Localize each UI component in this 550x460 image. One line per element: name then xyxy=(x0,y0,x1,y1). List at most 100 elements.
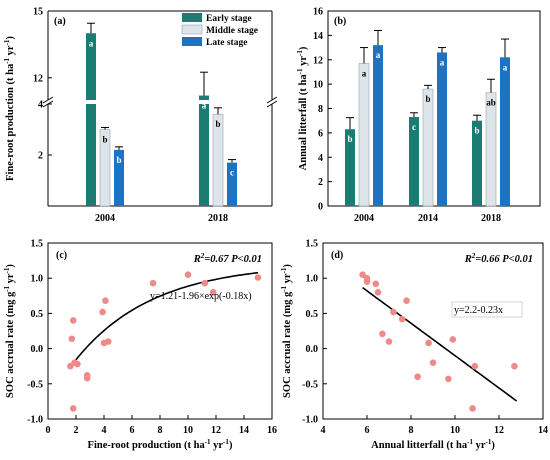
data-point xyxy=(99,308,106,316)
legend-swatch xyxy=(181,24,203,35)
y-axis-title: Annual litterfall (t ha-1 yr-1) xyxy=(296,46,309,170)
x-tick-label: 2018 xyxy=(208,213,228,224)
x-axis-title: Annual litterfall (t ha-1 yr-1) xyxy=(371,438,495,451)
significance-label: c xyxy=(412,122,416,132)
significance-label: b xyxy=(425,94,430,104)
y-axis-title: Fine-root production (t ha-1 yr-1) xyxy=(3,36,16,181)
y-tick-label: 12 xyxy=(313,55,323,66)
bar xyxy=(472,120,482,206)
significance-label: a xyxy=(362,68,367,78)
data-point xyxy=(429,359,437,366)
data-point xyxy=(363,274,371,282)
y-axis-title: SOC accrual rate (mg g-1 yr-1) xyxy=(3,264,16,398)
x-tick-label: 6 xyxy=(365,425,370,436)
bar xyxy=(227,162,237,206)
x-tick-label: 0 xyxy=(46,425,51,436)
stat-label: R2=0.67 P<0.01 xyxy=(193,252,262,265)
x-tick-label: 12 xyxy=(211,425,221,436)
y-tick-label: 2 xyxy=(318,177,323,188)
significance-label: c xyxy=(230,168,234,178)
bar xyxy=(485,92,497,207)
data-point xyxy=(390,308,397,316)
data-point xyxy=(403,297,410,305)
x-tick-label: 12 xyxy=(494,425,504,436)
data-point xyxy=(379,330,386,338)
x-tick-label: 10 xyxy=(183,425,193,436)
panel-d: 4 6 8 10 12 14 -1.0 -0.5 0.0 0.5 1.0 1.5 Annual litt… xyxy=(280,239,548,452)
data-point xyxy=(425,339,432,347)
data-point xyxy=(68,335,76,343)
y-tick-label: -0.5 xyxy=(302,379,318,390)
data-point xyxy=(83,374,91,382)
y-tick-label: 12 xyxy=(33,73,43,84)
significance-label: a xyxy=(89,38,94,48)
bar xyxy=(422,88,434,207)
y-tick-label: 0.5 xyxy=(31,309,44,320)
panel-c: 0 2 4 6 8 10 12 14 16 -1.0 -0.5 0.0 0.5 1.0 1.5 Fine-ro… xyxy=(3,239,277,452)
axis-break-mark xyxy=(266,100,278,108)
y-tick-label: 1.5 xyxy=(31,239,44,250)
significance-label: b xyxy=(347,134,352,144)
y-tick-label: 1.5 xyxy=(306,239,319,250)
x-tick-label: 2018 xyxy=(481,213,501,224)
x-tick-label: 4 xyxy=(102,425,107,436)
plot-frame xyxy=(47,242,273,420)
panel-label: (c) xyxy=(56,250,67,261)
bar xyxy=(409,117,419,206)
y-tick-label: 15 xyxy=(33,7,43,18)
y-tick-label: 8 xyxy=(318,104,323,115)
data-point xyxy=(209,288,217,296)
legend-swatch xyxy=(182,37,202,46)
axis-break-mark xyxy=(266,96,278,104)
y-tick-label: -0.5 xyxy=(27,379,43,390)
y-tick-label: 2 xyxy=(38,151,43,162)
y-tick-label: 0.5 xyxy=(306,309,319,320)
y-tick-label: -1.0 xyxy=(302,415,318,426)
bar xyxy=(500,57,510,206)
data-point xyxy=(469,405,476,412)
data-point xyxy=(359,271,366,278)
x-tick-label: 8 xyxy=(409,425,414,436)
y-tick-label: 16 xyxy=(313,7,323,18)
y-tick-label: 0.0 xyxy=(31,344,44,355)
x-tick-label: 6 xyxy=(130,425,135,436)
y-tick-label: 10 xyxy=(313,80,323,91)
y-tick-label: 1.0 xyxy=(31,274,44,285)
significance-label: a xyxy=(202,101,207,111)
panel-a: 2 4 12 15 Fine-root production (t ha-1 yr-1)… xyxy=(3,7,278,224)
equation-label: y=2.2-0.23x xyxy=(454,305,503,316)
significance-label: b xyxy=(474,126,479,136)
data-point xyxy=(102,297,109,305)
significance-label: b xyxy=(116,155,121,165)
data-point xyxy=(149,279,157,287)
data-point xyxy=(69,317,77,324)
y-tick-label: 4 xyxy=(38,100,43,111)
x-tick-label: 2004 xyxy=(354,213,374,224)
data-point xyxy=(104,338,112,345)
data-point xyxy=(471,362,479,370)
axis-break-mark xyxy=(42,96,54,104)
legend-entry: Early stage xyxy=(206,14,252,24)
y-tick-label: 4 xyxy=(318,153,323,164)
data-point xyxy=(374,288,382,296)
data-point xyxy=(254,274,262,281)
significance-label: a xyxy=(376,50,381,60)
significance-label: ab xyxy=(486,98,496,108)
x-tick-label: 2014 xyxy=(418,213,438,224)
y-axis-title: SOC accrual rate (mg g-1 yr-1) xyxy=(280,264,293,398)
data-point xyxy=(184,271,192,278)
bar xyxy=(114,149,124,206)
data-point xyxy=(449,336,457,343)
data-point xyxy=(69,405,77,412)
bar xyxy=(373,45,383,206)
significance-label: a xyxy=(440,57,445,67)
y-tick-label: 1.0 xyxy=(306,274,319,285)
panel-label: (b) xyxy=(334,16,346,27)
bar xyxy=(437,52,447,206)
x-tick-label: 2 xyxy=(74,425,79,436)
bar xyxy=(86,104,96,206)
legend-swatch xyxy=(182,13,202,22)
y-tick-label: 14 xyxy=(313,31,323,42)
data-point xyxy=(372,280,380,288)
